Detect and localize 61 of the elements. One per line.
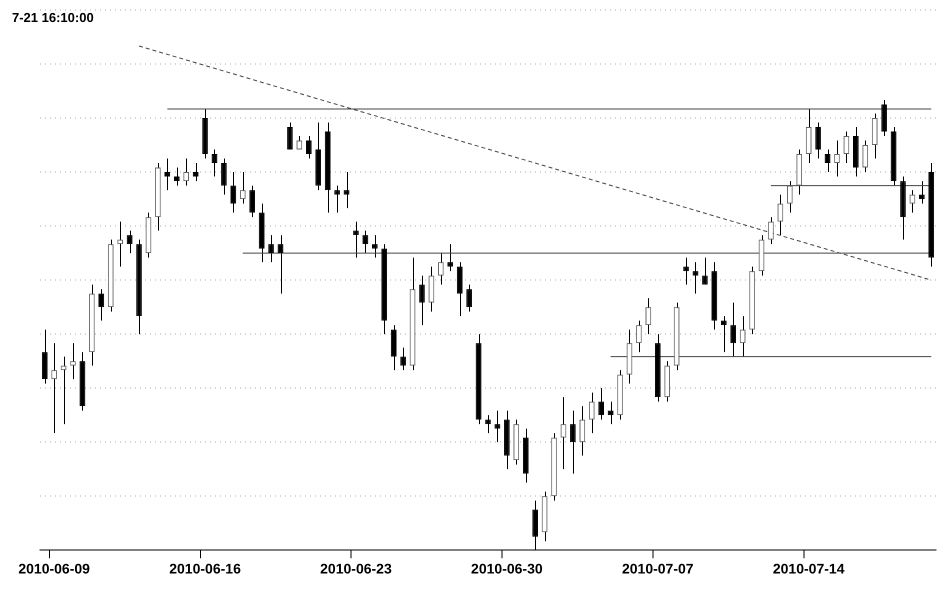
candlestick bbox=[164, 158, 170, 191]
candlestick bbox=[862, 140, 868, 173]
candlestick bbox=[419, 275, 425, 326]
candlestick bbox=[636, 320, 642, 353]
candlestick bbox=[588, 392, 595, 434]
candlestick bbox=[117, 221, 123, 268]
candlestick bbox=[844, 131, 850, 164]
candlestick bbox=[494, 410, 500, 443]
candlestick bbox=[344, 172, 350, 209]
candlestick bbox=[51, 342, 57, 434]
candlestick bbox=[702, 257, 708, 286]
candlestick bbox=[353, 221, 359, 258]
candlestick bbox=[730, 302, 736, 358]
candlestick bbox=[221, 158, 227, 196]
candlestick bbox=[608, 401, 614, 425]
candlestick bbox=[372, 234, 378, 258]
candlestick bbox=[683, 257, 689, 286]
candlestick bbox=[362, 230, 368, 254]
text: 7-21 16:10:00 bbox=[12, 10, 94, 26]
candlestick bbox=[919, 180, 925, 204]
candlestick bbox=[334, 185, 340, 214]
candlestick bbox=[240, 172, 246, 204]
candlestick bbox=[98, 288, 104, 322]
candlestick bbox=[720, 316, 727, 353]
x-tick-label: 2010-06-16 bbox=[169, 560, 242, 576]
candlestick bbox=[646, 298, 652, 335]
candlestick bbox=[212, 149, 218, 178]
x-tick-label: 2010-06-09 bbox=[18, 560, 90, 576]
candlestick bbox=[126, 230, 132, 254]
candlestick bbox=[778, 194, 784, 236]
candlestick bbox=[768, 216, 774, 245]
candlestick bbox=[579, 406, 586, 456]
x-tick-label: 2010-07-07 bbox=[622, 560, 694, 576]
x-tick-label: 2010-06-23 bbox=[320, 560, 392, 576]
candlestick bbox=[192, 162, 198, 182]
candlestick bbox=[230, 172, 236, 214]
candlestick bbox=[287, 122, 293, 150]
candlestick bbox=[815, 122, 821, 160]
x-tick-label: 2010-07-14 bbox=[772, 560, 845, 576]
candlestick bbox=[70, 342, 76, 380]
candlestick bbox=[740, 316, 746, 358]
candlestick bbox=[485, 414, 491, 434]
candlestick bbox=[174, 167, 180, 186]
candlestick bbox=[306, 136, 312, 160]
candlestick bbox=[60, 356, 66, 425]
candlestick bbox=[570, 410, 576, 474]
candlestick bbox=[400, 347, 406, 371]
candlestick bbox=[466, 284, 472, 312]
candlestick bbox=[834, 140, 840, 178]
candlestick bbox=[278, 234, 284, 294]
candlestick bbox=[910, 190, 916, 214]
x-tick-label: 2010-06-30 bbox=[471, 560, 543, 576]
candlestick bbox=[598, 388, 604, 420]
candlestick bbox=[268, 234, 274, 263]
candlestick bbox=[824, 149, 830, 173]
candlestick bbox=[438, 252, 444, 286]
candlestick bbox=[560, 396, 566, 470]
candlestick bbox=[692, 262, 698, 294]
candlestick bbox=[447, 244, 454, 272]
candlestick bbox=[249, 185, 256, 218]
candlestick bbox=[786, 180, 793, 214]
